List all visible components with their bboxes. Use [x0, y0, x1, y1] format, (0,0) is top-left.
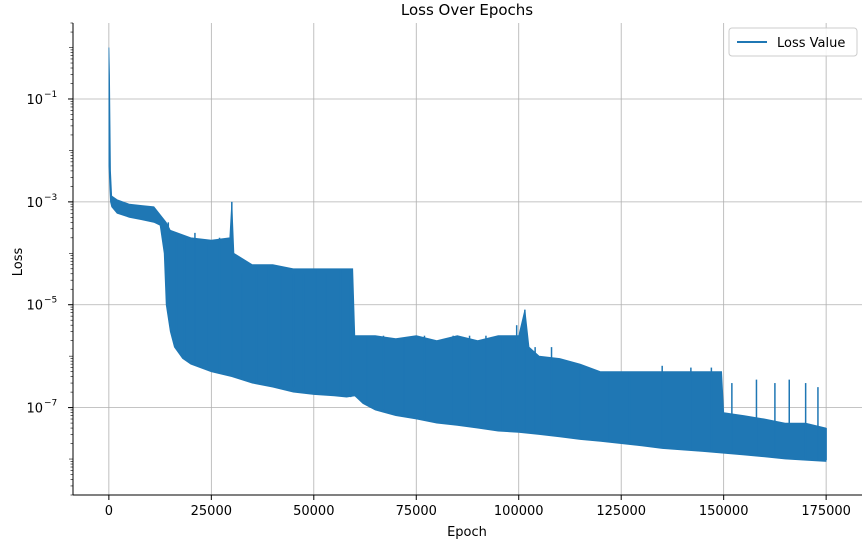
legend: Loss Value [728, 27, 858, 57]
x-tick-label: 150000 [699, 504, 749, 519]
y-tick-label: 10 [26, 402, 43, 417]
y-tick-exponent: −3 [44, 193, 57, 203]
x-tick-label: 125000 [596, 504, 646, 519]
x-tick-label: 50000 [293, 504, 334, 519]
y-tick-exponent: −5 [44, 296, 57, 306]
axes-frame [72, 23, 862, 496]
y-tick-label: 10 [26, 299, 43, 314]
legend-label: Loss Value [777, 36, 845, 51]
plot-area [108, 47, 827, 462]
x-tick-label: 175000 [801, 504, 851, 519]
y-tick-label: 10 [26, 196, 43, 211]
x-axis-label: Epoch [447, 525, 487, 540]
x-tick-label: 25000 [191, 504, 232, 519]
y-axis-label: Loss [11, 248, 26, 277]
y-tick-exponent: −7 [44, 399, 57, 409]
legend-box [728, 27, 858, 57]
y-tick-exponent: −1 [44, 90, 57, 100]
y-axis-ticks: 10−110−310−510−7 [26, 22, 73, 496]
loss-series-band [108, 47, 827, 462]
x-tick-label: 100000 [494, 504, 544, 519]
chart-title: Loss Over Epochs [401, 1, 533, 19]
x-tick-label: 75000 [396, 504, 437, 519]
x-axis-ticks: 0 25000 50000 75000 100000 125000 150000 175000 [105, 495, 851, 519]
x-tick-label: 0 [105, 504, 113, 519]
y-tick-label: 10 [26, 93, 43, 108]
